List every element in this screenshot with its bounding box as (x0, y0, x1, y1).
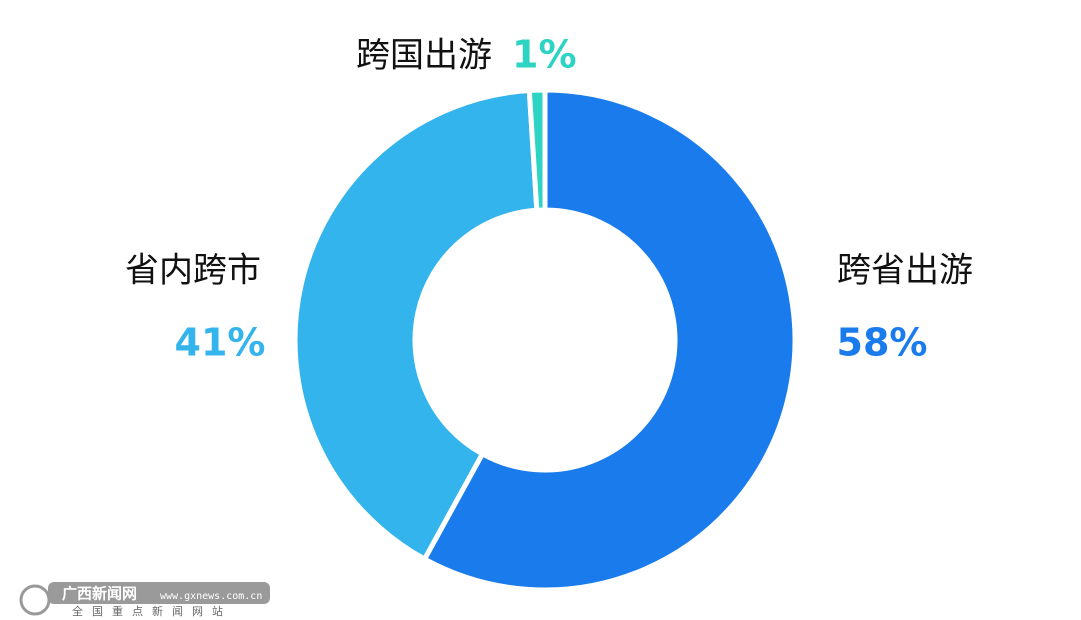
watermark-url: www.gxnews.com.cn (160, 591, 262, 602)
category-label: 省内跨市 (125, 251, 261, 291)
category-label: 跨省出游 (837, 251, 973, 291)
slice (526, 87, 548, 213)
slice (421, 87, 798, 593)
category-label: 跨国出游 (356, 36, 492, 76)
watermark-slogan: 全国重点新闻网站 (72, 604, 232, 618)
watermark-name: 广西新闻网 (62, 585, 137, 603)
slice (292, 87, 540, 563)
value-label: 41% (175, 321, 266, 365)
watermark-logo (19, 584, 51, 616)
watermark: 广西新闻网 www.gxnews.com.cn 全国重点新闻网站 (19, 582, 270, 618)
value-label: 1% (512, 33, 577, 77)
watermark-band (48, 582, 270, 604)
value-label: 58% (837, 321, 928, 365)
